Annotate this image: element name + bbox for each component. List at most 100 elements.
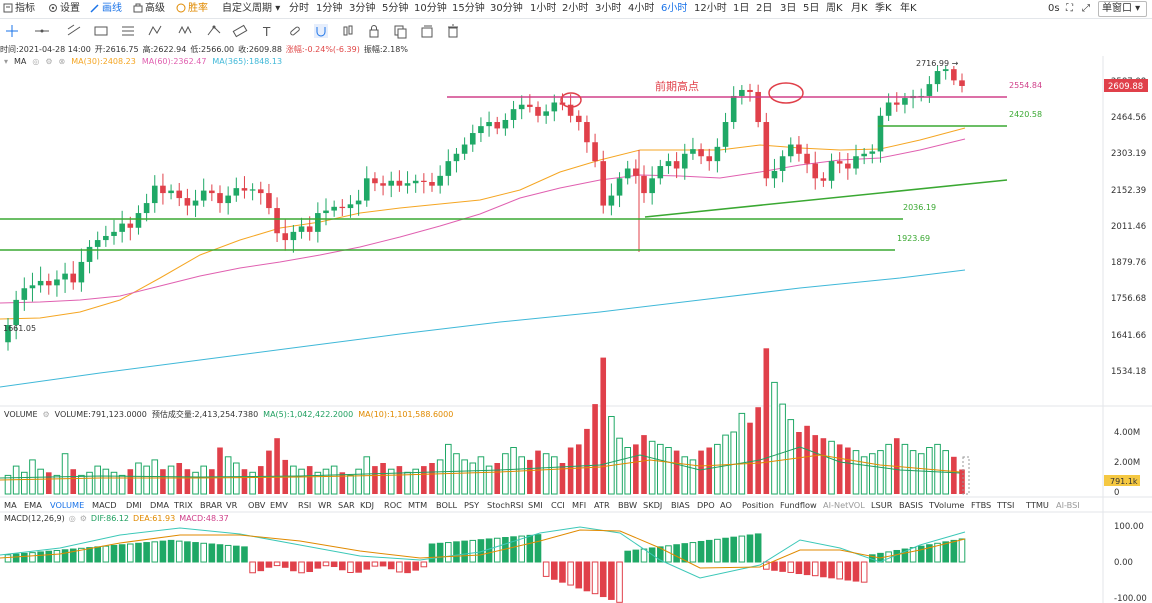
indicator-tab-ai-bsi[interactable]: AI-BSI [1056, 500, 1080, 510]
indicator-tab-wr[interactable]: WR [318, 500, 332, 510]
magnet-icon[interactable] [313, 23, 329, 39]
indicator-tab-smi[interactable]: SMI [528, 500, 543, 510]
fullscreen-icon[interactable]: ⛶ [1066, 3, 1073, 14]
period-tab[interactable]: 周K [826, 3, 843, 14]
indicator-tab-atr[interactable]: ATR [594, 500, 610, 510]
indicator-tab-trix[interactable]: TRIX [174, 500, 193, 510]
pattern-icon[interactable] [178, 23, 194, 39]
gear-icon[interactable]: ⚙ [79, 514, 87, 523]
period-tab[interactable]: 4小时 [628, 3, 655, 14]
indicator-tab-dmi[interactable]: DMI [126, 500, 142, 510]
eye-icon[interactable]: ◎ [68, 514, 76, 523]
period-tab-active[interactable]: 6小时 [661, 3, 688, 14]
text-icon[interactable]: T [260, 23, 276, 39]
indicator-tab-psy[interactable]: PSY [464, 500, 480, 510]
period-tab[interactable]: 15分钟 [452, 3, 485, 14]
indicator-tab-macd[interactable]: MACD [92, 500, 117, 510]
indicator-tab-dma[interactable]: DMA [150, 500, 169, 510]
indicator-tab-position[interactable]: Position [742, 500, 774, 510]
period-tab[interactable]: 3小时 [595, 3, 622, 14]
projection-icon[interactable] [206, 23, 222, 39]
period-tab[interactable]: 12小时 [694, 3, 727, 14]
window-mode-select[interactable]: 单窗口 ▾ [1098, 1, 1147, 17]
indicator-tab-lsur[interactable]: LSUR [871, 500, 893, 510]
ruler-icon[interactable] [232, 23, 248, 39]
highlight-circle[interactable] [560, 92, 582, 108]
period-tab[interactable]: 1日 [733, 3, 750, 14]
indicator-tab-sar[interactable]: SAR [338, 500, 355, 510]
trash-icon[interactable] [445, 23, 461, 39]
indicator-tab-ftbs[interactable]: FTBS [971, 500, 992, 510]
volume-bar [820, 438, 827, 494]
period-tab[interactable]: 1小时 [530, 3, 557, 14]
period-tab[interactable]: 3分钟 [349, 3, 376, 14]
gear-icon[interactable]: ⚙ [42, 410, 50, 419]
indicator-tab-ttmu[interactable]: TTMU [1026, 500, 1049, 510]
candle-body [217, 193, 223, 204]
rectangle-icon[interactable] [93, 23, 109, 39]
parallel-line-icon[interactable] [66, 23, 82, 39]
indicator-tab-rsi[interactable]: RSI [298, 500, 312, 510]
indicator-tab-stochrsi[interactable]: StochRSI [487, 500, 524, 510]
lock-icon[interactable] [366, 23, 382, 39]
indicator-tab-roc[interactable]: ROC [384, 500, 402, 510]
period-tab[interactable]: 3日 [780, 3, 797, 14]
period-tab[interactable]: 月K [851, 3, 868, 14]
highlight-circle[interactable] [768, 82, 804, 104]
indicator-tab-mtm[interactable]: MTM [408, 500, 428, 510]
indicator-tab-ema[interactable]: EMA [24, 500, 42, 510]
indicator-tab-boll[interactable]: BOLL [436, 500, 458, 510]
draw-button[interactable]: 画线 [90, 2, 122, 16]
period-tab[interactable]: 2日 [756, 3, 773, 14]
indicator-tab-basis[interactable]: BASIS [899, 500, 924, 510]
fib-icon[interactable] [120, 23, 136, 39]
indicator-tab-skdj[interactable]: SKDJ [643, 500, 663, 510]
period-tab[interactable]: 10分钟 [414, 3, 447, 14]
indicator-tab-tvolume[interactable]: TVolume [929, 500, 965, 510]
collapse-icon[interactable]: ▾ [4, 57, 9, 66]
eye-icon[interactable]: ◎ [32, 57, 40, 66]
indicator-tab-mfi[interactable]: MFI [572, 500, 587, 510]
crosshair-icon[interactable] [4, 23, 20, 39]
custom-period-dropdown[interactable]: 自定义周期 ▾ [222, 2, 280, 16]
indicator-tab-volume[interactable]: VOLUME [50, 500, 85, 510]
indicator-tab-kdj[interactable]: KDJ [360, 500, 375, 510]
candle-tool-icon[interactable] [340, 23, 356, 39]
indicator-tab-ttsi[interactable]: TTSI [997, 500, 1015, 510]
indicator-tab-cci[interactable]: CCI [551, 500, 565, 510]
wave-icon[interactable] [148, 23, 164, 39]
indicator-tab-ao[interactable]: AO [720, 500, 732, 510]
indicator-tab-emv[interactable]: EMV [270, 500, 288, 510]
advanced-button[interactable]: 高级 [133, 2, 165, 16]
period-tab[interactable]: 年K [900, 3, 917, 14]
indicator-tab-bias[interactable]: BIAS [671, 500, 690, 510]
gear-icon[interactable]: ⚙ [45, 57, 53, 66]
close-icon[interactable]: ⊗ [58, 57, 66, 66]
indicator-tab-bbw[interactable]: BBW [618, 500, 638, 510]
layers-icon[interactable] [419, 23, 435, 39]
indicator-tab-brar[interactable]: BRAR [200, 500, 223, 510]
indicator-tab-ai-netvol[interactable]: AI-NetVOL [823, 500, 865, 510]
trend-line[interactable] [644, 179, 1008, 218]
win-rate-button[interactable]: 胜率 [176, 2, 208, 16]
period-tab[interactable]: 5分钟 [382, 3, 409, 14]
indicator-tab-fundflow[interactable]: Fundflow [780, 500, 817, 510]
indicator-tab-dpo[interactable]: DPO [697, 500, 715, 510]
period-tab[interactable]: 5日 [803, 3, 820, 14]
expand-icon[interactable]: ⤢ [1082, 3, 1090, 14]
indicator-button[interactable]: 指标 [3, 2, 35, 16]
period-tab[interactable]: 2小时 [562, 3, 589, 14]
volume-bar [266, 450, 272, 494]
copy-icon[interactable] [392, 23, 408, 39]
horizontal-line-icon[interactable] [34, 23, 50, 39]
indicator-tab-vr[interactable]: VR [226, 500, 238, 510]
indicator-tab-ma[interactable]: MA [4, 500, 17, 510]
period-tab[interactable]: 1分钟 [316, 3, 343, 14]
period-tab[interactable]: 30分钟 [490, 3, 523, 14]
period-tab[interactable]: 季K [875, 3, 892, 14]
link-icon[interactable] [287, 23, 303, 39]
settings-button[interactable]: 设置 [48, 2, 80, 16]
period-tab[interactable]: 分时 [289, 3, 309, 14]
indicator-tab-obv[interactable]: OBV [248, 500, 266, 510]
